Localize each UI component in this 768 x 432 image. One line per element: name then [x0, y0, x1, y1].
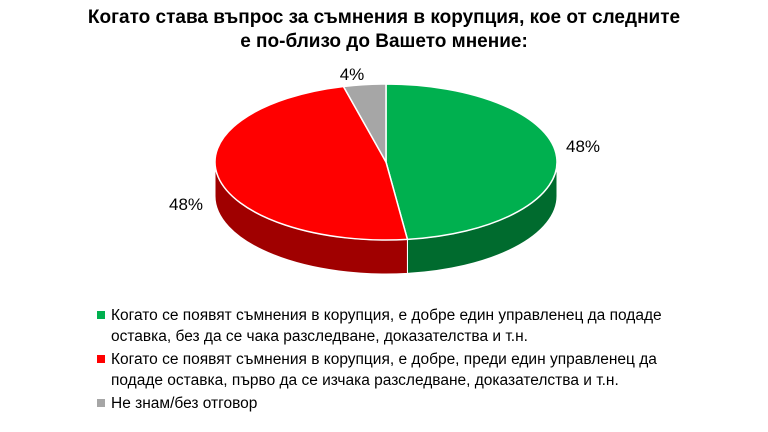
legend-label-red-line-2: подаде оставка, първо да се изчака разсл… — [111, 372, 619, 389]
legend-swatch-gray — [97, 399, 105, 407]
legend-label-gray: Не знам/без отговор — [111, 393, 257, 414]
legend-item-red: Когато се появят съмнения в корупция, е … — [97, 349, 737, 391]
legend-label-red: Когато се появят съмнения в корупция, е … — [111, 349, 657, 391]
chart-title: Когато става въпрос за съмнения в корупц… — [84, 6, 684, 54]
legend-label-green: Когато се появят съмнения в корупция, е … — [111, 305, 662, 347]
legend-label-green-line-2: оставка, без да се чака разследване, док… — [111, 328, 528, 345]
chart-title-line-1: Когато става въпрос за съмнения в корупц… — [87, 7, 681, 28]
pie-label-green: 48% — [566, 137, 600, 156]
pie-slice-gray — [342, 83, 387, 165]
chart-title-line-2: е по-близо до Вашето мнение: — [240, 31, 528, 52]
pie-label-gray: 4% — [340, 65, 365, 84]
pie-label-red: 48% — [169, 195, 203, 214]
legend-label-red-line-1: Когато се появят съмнения в корупция, е … — [111, 351, 657, 368]
legend-label-green-line-1: Когато се появят съмнения в корупция, е … — [111, 307, 662, 324]
legend-swatch-green — [97, 311, 105, 319]
legend-swatch-red — [97, 355, 105, 363]
pie-slice-red — [214, 85, 409, 241]
pie-slice-green — [385, 83, 558, 241]
pie-chart: 48% 48% 4% — [169, 65, 600, 275]
legend-item-gray: Не знам/без отговор — [97, 393, 737, 414]
legend-label-gray-line-1: Не знам/без отговор — [111, 395, 258, 412]
legend: Когато се появят съмнения в корупция, е … — [97, 305, 737, 416]
legend-item-green: Когато се появят съмнения в корупция, е … — [97, 305, 737, 347]
